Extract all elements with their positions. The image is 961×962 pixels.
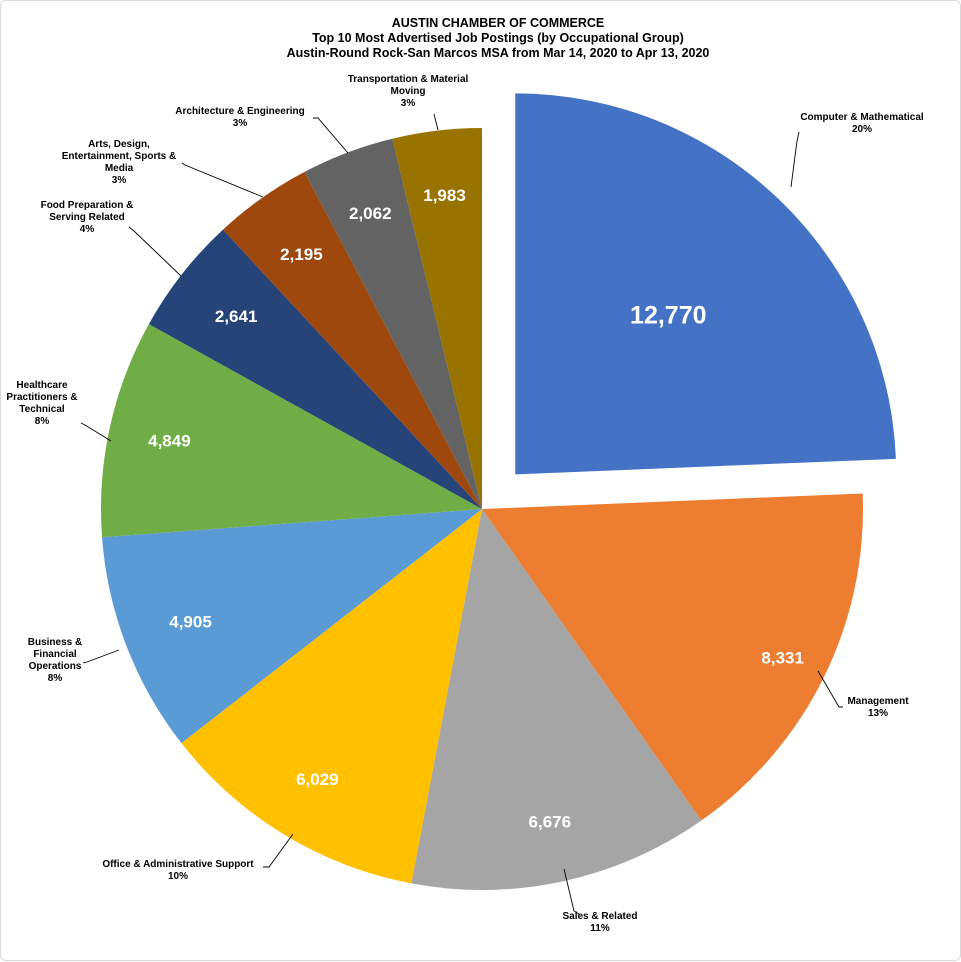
leader-line-office-administrative-support	[263, 833, 294, 868]
value-labels: 12,770 8,331 6,676 6,029 4,905 4,849 2,641 2,19…	[148, 186, 804, 832]
category-label-office-administrative-support: Office & Administrative Support 10%	[102, 859, 254, 882]
value-label-healthcare-practitioners-technical: 4,849	[148, 431, 191, 450]
category-label-arts-design-entertainment-sports-media: Arts, Design, Entertainment, Sports & Medi…	[62, 139, 176, 186]
category-label-food-preparation-serving-related: Food Preparation & Serving Related 4%	[41, 200, 134, 235]
pie-slices	[101, 93, 896, 890]
chart-title-line-3: Austin-Round Rock-San Marcos MSA from Ma…	[287, 46, 710, 60]
leader-lines	[80, 113, 843, 915]
leader-line-arts-design-entertainment-sports-media	[181, 162, 264, 198]
value-label-management: 8,331	[761, 648, 804, 667]
value-label-computer-mathematical: 12,770	[630, 302, 706, 330]
slice-arts-design-entertainment-sports-media	[222, 171, 482, 510]
slice-office-administrative-support	[181, 509, 482, 884]
category-label-computer-mathematical: Computer & Mathematical 20%	[800, 112, 924, 135]
slice-computer-mathematical	[515, 93, 896, 475]
value-label-food-preparation-serving-related: 2,641	[215, 307, 258, 326]
chart-title: AUSTIN CHAMBER OF COMMERCE Top 10 Most A…	[287, 16, 710, 60]
value-label-architecture-engineering: 2,062	[349, 204, 392, 223]
chart-title-line-2: Top 10 Most Advertised Job Postings (by …	[312, 31, 684, 45]
slice-transportation-material-moving	[392, 128, 482, 509]
leader-line-food-preparation-serving-related	[128, 226, 182, 277]
leader-line-sales-related	[563, 868, 580, 915]
leader-line-business-financial-operations	[82, 649, 120, 664]
leader-line-healthcare-practitioners-technical	[80, 422, 112, 442]
leader-line-management	[817, 670, 843, 708]
value-label-sales-related: 6,676	[529, 813, 572, 832]
slice-food-preparation-serving-related	[148, 229, 482, 509]
category-label-transportation-material-moving: Transportation & Material Moving 3%	[348, 74, 469, 109]
slice-healthcare-practitioners-technical	[101, 324, 483, 538]
category-label-sales-related: Sales & Related 11%	[562, 911, 637, 934]
leader-line-computer-mathematical	[790, 131, 800, 188]
value-label-business-financial-operations: 4,905	[169, 612, 212, 631]
slice-sales-related	[411, 509, 702, 890]
category-label-architecture-engineering: Architecture & Engineering 3%	[175, 106, 304, 129]
category-label-management: Management 13%	[847, 696, 909, 719]
value-label-office-administrative-support: 6,029	[296, 770, 339, 789]
value-label-arts-design-entertainment-sports-media: 2,195	[280, 245, 323, 264]
chart-title-line-1: AUSTIN CHAMBER OF COMMERCE	[392, 16, 605, 30]
category-labels: Computer & Mathematical 20% Management 13% S…	[6, 74, 923, 934]
slice-business-financial-operations	[102, 509, 482, 744]
leader-line-transportation-material-moving	[433, 113, 439, 131]
category-label-business-financial-operations: Business & Financial Operations 8%	[28, 637, 82, 684]
category-label-healthcare-practitioners-technical: Healthcare Practitioners & Technical 8%	[6, 380, 77, 427]
slice-management	[482, 493, 863, 821]
leader-line-architecture-engineering	[313, 117, 349, 154]
value-label-transportation-material-moving: 1,983	[423, 186, 466, 205]
slice-architecture-engineering	[304, 138, 482, 509]
